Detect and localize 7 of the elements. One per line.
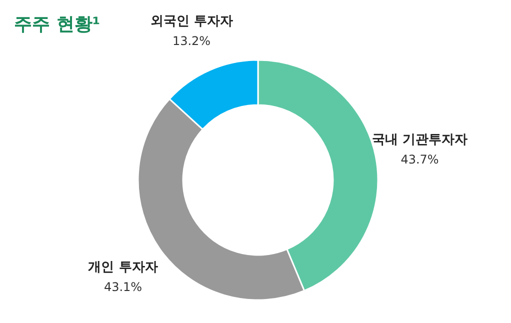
slice-label: 국내 기관투자자 <box>372 132 468 148</box>
data-label: 43.7% <box>400 152 439 167</box>
data-label: 13.2% <box>172 34 211 48</box>
slice-label: 개인 투자자 <box>88 260 158 275</box>
chart-title: 주주 현황¹ <box>14 14 100 35</box>
data-label: 43.1% <box>104 280 142 294</box>
slice-label: 외국인 투자자 <box>150 14 233 29</box>
